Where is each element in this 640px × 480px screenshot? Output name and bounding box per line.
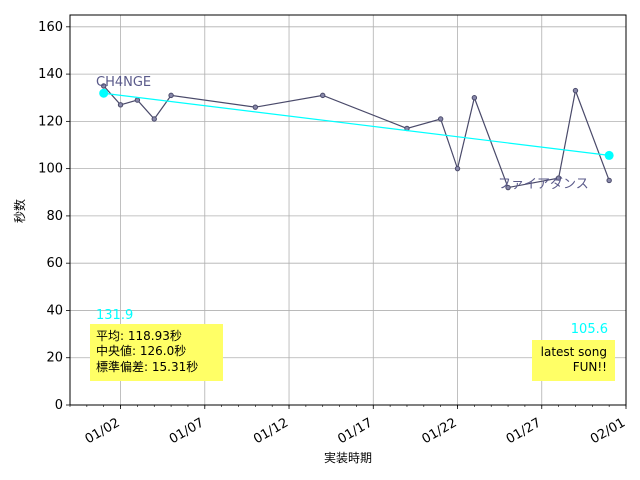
x-tick-label: 01/02 — [83, 415, 123, 447]
data-point — [437, 116, 444, 122]
series-layer — [100, 83, 612, 191]
stats-box: 平均: 118.93秒 中央値: 126.0秒 標準偏差: 15.31秒 — [90, 324, 223, 381]
stats-mean: 平均: 118.93秒 — [96, 329, 182, 343]
data-point — [572, 87, 579, 94]
stats-stdev: 標準偏差: 15.31秒 — [96, 359, 198, 374]
y-tick-label: 100 — [38, 162, 63, 177]
data-point — [168, 92, 174, 99]
data-point — [555, 175, 562, 181]
y-tick-label: 80 — [46, 209, 63, 224]
x-tick-label: 01/07 — [167, 415, 207, 447]
x-axis-label: 実装時期 — [324, 450, 372, 465]
latest-box: latest song FUN!! — [532, 340, 615, 381]
x-tick-label: 02/01 — [588, 415, 628, 447]
y-tick-label: 60 — [46, 256, 63, 271]
x-tick-label: 01/17 — [335, 415, 375, 447]
stats-box-bg — [90, 324, 223, 381]
x-tick-layer: 01/02 01/07 01/12 01/17 01/22 01/27 02/01 — [69, 405, 628, 447]
trend-end-marker — [604, 150, 614, 160]
plot-frame — [69, 14, 627, 406]
y-tick-layer: 0 20 40 60 80 100 120 140 160 — [38, 20, 70, 413]
first-song-label: CH4NGE — [96, 75, 151, 90]
grid-layer — [70, 15, 627, 406]
data-point — [471, 95, 478, 101]
data-point — [151, 116, 157, 122]
data-point — [454, 165, 461, 172]
y-tick-label: 140 — [38, 67, 63, 82]
y-tick-label: 160 — [38, 20, 63, 35]
data-point — [134, 97, 141, 103]
y-axis-label: 秒数 — [12, 199, 27, 223]
y-tick-label: 0 — [55, 398, 63, 413]
trend-layer — [99, 88, 614, 160]
last-song-label: ファイアダンス — [498, 177, 589, 192]
y-tick-label: 20 — [46, 351, 63, 366]
data-point — [505, 184, 511, 191]
y-tick-label: 40 — [46, 303, 63, 318]
data-point — [117, 102, 124, 108]
data-point — [606, 177, 612, 184]
x-tick-label: 01/22 — [420, 415, 460, 447]
latest-box-bg — [532, 340, 615, 381]
trend-start-value: 131.9 — [96, 308, 133, 323]
y-tick-label: 120 — [38, 114, 63, 129]
series-line — [103, 85, 610, 189]
trend-line — [103, 92, 610, 156]
stats-median: 中央値: 126.0秒 — [96, 343, 186, 358]
x-tick-label: 01/12 — [251, 415, 291, 447]
data-point — [100, 83, 107, 89]
trend-start-marker — [99, 88, 109, 98]
data-point — [252, 104, 259, 110]
data-point — [320, 92, 326, 99]
trend-end-value: 105.6 — [571, 322, 608, 337]
latest-song-name: FUN!! — [573, 360, 607, 374]
latest-song-title: latest song — [541, 345, 607, 359]
x-tick-label: 01/27 — [504, 415, 544, 447]
